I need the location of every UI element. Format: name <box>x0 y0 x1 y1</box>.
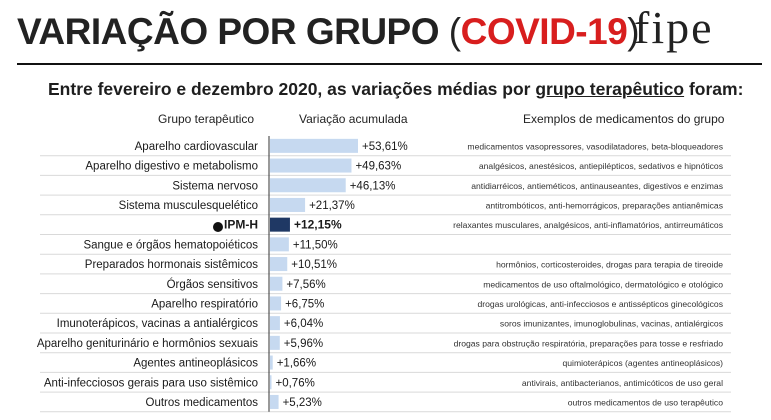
value-label: +1,66% <box>277 358 316 370</box>
title-paren-open: ( <box>448 11 461 52</box>
example-label: antidiarréicos, antieméticos, antinausea… <box>471 181 723 191</box>
bar <box>270 178 346 193</box>
bar <box>270 217 290 232</box>
bar <box>270 138 358 153</box>
category-label: Outros medicamentos <box>146 397 259 409</box>
example-label: outros medicamentos de uso terapêutico <box>568 397 723 407</box>
value-label: +46,13% <box>350 180 396 192</box>
example-label: medicamentos vasopressores, vasodilatado… <box>467 141 723 151</box>
value-label: +49,63% <box>355 161 401 173</box>
example-label: drogas para obstrução respiratória, prep… <box>454 338 724 348</box>
example-label: antivirais, antibacterianos, antimicótic… <box>522 378 723 388</box>
bar <box>270 158 352 173</box>
subtitle: Entre fevereiro e dezembro 2020, as vari… <box>48 79 743 100</box>
category-label: Aparelho cardiovascular <box>135 141 259 153</box>
column-header-variation: Variação acumulada <box>299 112 408 126</box>
category-label: Sistema nervoso <box>172 180 258 192</box>
column-header-group: Grupo terapêutico <box>158 112 255 126</box>
category-label: Aparelho respiratório <box>151 298 258 310</box>
subtitle-pre: Entre fevereiro e dezembro 2020, as vari… <box>48 79 536 99</box>
title-divider <box>17 63 762 65</box>
bar <box>270 355 273 370</box>
subtitle-link: grupo terapêutico <box>535 79 685 99</box>
title-paren-close: ) <box>627 11 640 52</box>
bar <box>270 237 289 252</box>
value-label: +21,37% <box>309 200 355 212</box>
category-label: Agentes antineoplásicos <box>133 358 258 370</box>
column-header-examples: Exemplos de medicamentos do grupo <box>523 112 725 126</box>
title-main: VARIAÇÃO POR GRUPO <box>17 11 449 52</box>
bar <box>270 316 280 331</box>
page-title: VARIAÇÃO POR GRUPO (COVID-19) <box>17 6 640 58</box>
bar <box>270 375 272 390</box>
category-label: Aparelho geniturinário e hormônios sexua… <box>37 338 258 350</box>
value-label: +5,96% <box>284 338 323 350</box>
example-label: soros imunizantes, imunoglobulinas, vaci… <box>500 319 723 329</box>
value-label: +12,15% <box>294 218 342 232</box>
value-label: +10,51% <box>291 259 337 271</box>
category-label: Sistema musculesquelético <box>119 200 258 212</box>
example-label: quimioterápicos (agentes antineoplásicos… <box>562 358 723 368</box>
value-label: +6,04% <box>284 318 323 330</box>
value-label: +5,23% <box>283 397 322 409</box>
value-label: +11,50% <box>293 239 338 251</box>
value-label: +6,75% <box>285 298 324 310</box>
category-label: Preparados hormonais sistêmicos <box>85 259 258 271</box>
example-label: hormônios, corticosteroides, drogas para… <box>496 260 723 270</box>
bar <box>270 335 280 350</box>
example-label: relaxantes musculares, analgésicos, anti… <box>453 220 723 230</box>
value-label: +53,61% <box>362 141 408 153</box>
bar <box>270 276 283 291</box>
example-label: analgésicos, anestésicos, antiepiléptico… <box>479 161 723 171</box>
bar <box>270 197 306 212</box>
category-label: IPM-H <box>224 218 258 232</box>
value-label: +7,56% <box>286 279 325 291</box>
value-label: +0,76% <box>276 377 315 389</box>
ipmh-bullet-icon <box>213 222 223 232</box>
bar <box>270 394 279 409</box>
bar <box>270 257 288 272</box>
category-label: Sangue e órgãos hematopoiéticos <box>83 239 258 251</box>
category-label: Aparelho digestivo e metabolismo <box>85 161 258 173</box>
category-label: Imunoterápicos, vacinas a antialérgicos <box>57 318 259 330</box>
fipe-logo: fipe <box>634 2 714 53</box>
category-label: Órgãos sensitivos <box>167 278 259 291</box>
example-label: drogas urológicas, anti-infecciosos e an… <box>477 299 723 309</box>
title-covid: COVID-19 <box>460 11 628 52</box>
bar <box>270 296 282 311</box>
subtitle-post: foram: <box>684 79 744 99</box>
example-label: antitrombóticos, anti-hemorrágicos, prep… <box>486 200 723 210</box>
example-label: medicamentos de uso oftalmológico, derma… <box>483 279 723 289</box>
category-label: Anti-infecciosos gerais para uso sistêmi… <box>44 377 258 389</box>
